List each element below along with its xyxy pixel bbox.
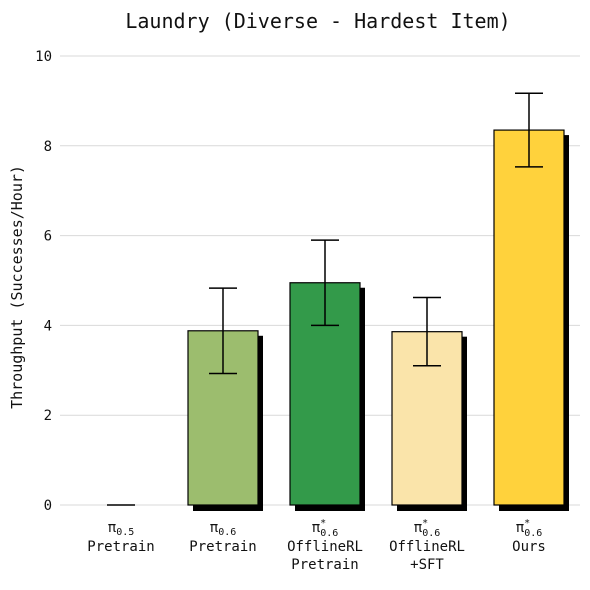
x-tick-symbol: π* 0.6 xyxy=(414,518,441,539)
y-tick-label: 8 xyxy=(44,139,52,155)
x-tick-label: OfflineRL xyxy=(287,539,363,555)
x-tick-label: Pretrain xyxy=(189,539,256,555)
y-axis-ticks: 0 2 4 6 8 10 xyxy=(35,49,52,514)
y-tick-label: 4 xyxy=(44,318,52,334)
x-tick-label: Ours xyxy=(512,539,546,555)
y-tick-label: 6 xyxy=(44,229,52,245)
y-axis-label: Throughput (Successes/Hour) xyxy=(8,165,26,409)
bars xyxy=(107,130,569,511)
x-tick-symbol: π* 0.6 xyxy=(312,518,339,539)
error-bars xyxy=(209,93,543,373)
y-tick-label: 2 xyxy=(44,408,52,424)
x-tick-label: OfflineRL xyxy=(389,539,465,555)
y-tick-label: 10 xyxy=(35,49,52,65)
x-tick-label: Pretrain xyxy=(291,557,358,573)
x-tick-symbol: π0.5 xyxy=(108,520,135,538)
x-tick-symbol: π* 0.6 xyxy=(516,518,543,539)
x-tick-label: Pretrain xyxy=(87,539,154,555)
x-tick-label: +SFT xyxy=(410,557,444,573)
y-tick-label: 0 xyxy=(44,498,52,514)
bar xyxy=(494,130,564,505)
x-tick-symbol: π0.6 xyxy=(210,520,237,538)
chart-title: Laundry (Diverse - Hardest Item) xyxy=(125,9,510,33)
